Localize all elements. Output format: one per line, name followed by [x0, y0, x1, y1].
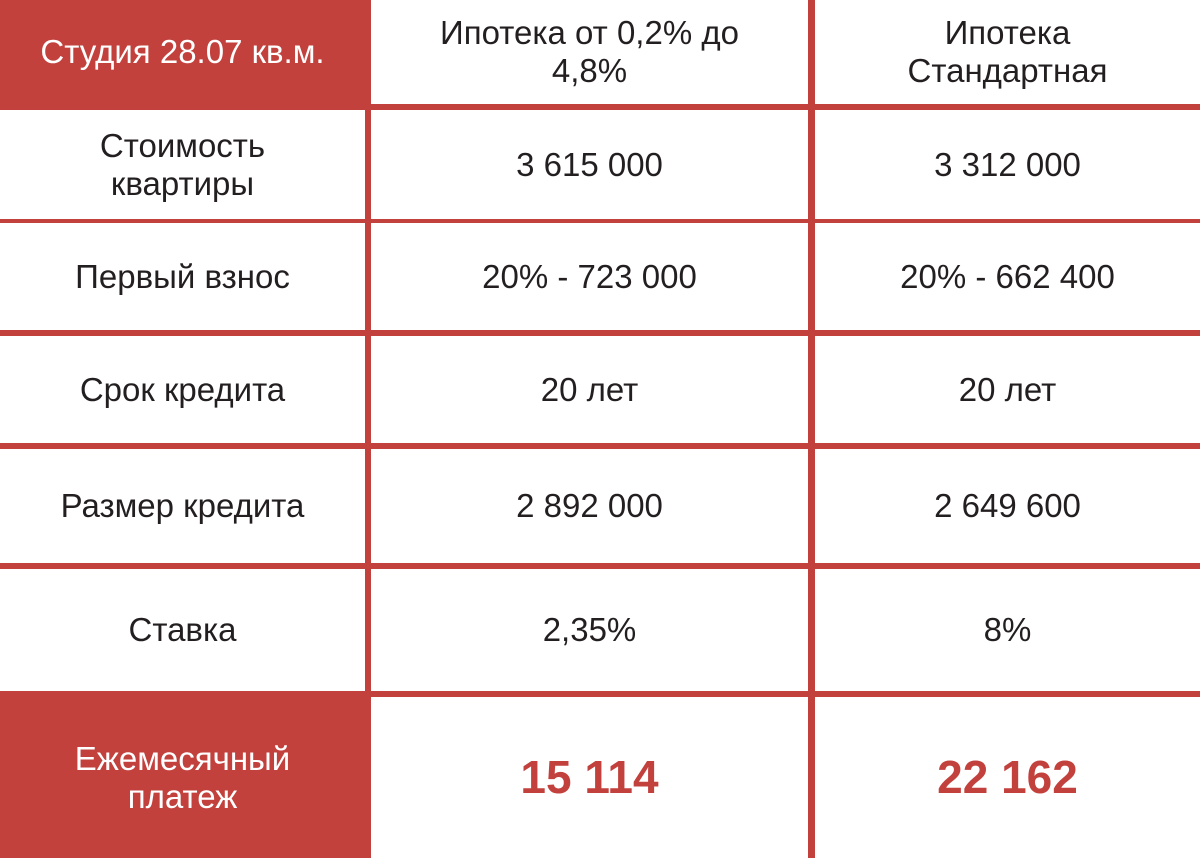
value-cell: 3 615 000: [371, 110, 808, 219]
value-cell: 2 649 600: [815, 449, 1200, 563]
cell-text: 3 615 000: [516, 145, 663, 183]
row-label-cell: Ежемесячный платеж: [0, 697, 365, 858]
value-cell: 20% - 723 000: [371, 223, 808, 330]
cell-text: Студия 28.07 кв.м.: [40, 33, 325, 71]
header-cell: Студия 28.07 кв.м.: [0, 0, 365, 104]
value-cell: 3 312 000: [815, 110, 1200, 219]
cell-text: 20 лет: [958, 370, 1057, 408]
cell-text: 2,35%: [542, 611, 637, 649]
header-cell: Ипотека от 0,2% до 4,8%: [371, 0, 808, 104]
cell-text: 20% - 662 400: [900, 257, 1115, 295]
row-label-cell: Размер кредита: [0, 449, 365, 563]
cell-text: Размер кредита: [60, 487, 305, 525]
cell-text: Ежемесячный платеж: [74, 739, 291, 815]
cell-text: Ипотека от 0,2% до 4,8%: [440, 14, 739, 89]
cell-text: Ипотека Стандартная: [907, 14, 1108, 89]
row-label-cell: Ставка: [0, 569, 365, 691]
cell-text: Ставка: [128, 611, 237, 649]
cell-text: 20% - 723 000: [482, 257, 697, 295]
value-cell: 20% - 662 400: [815, 223, 1200, 330]
value-cell: 8%: [815, 569, 1200, 691]
value-cell: 15 114: [371, 697, 808, 858]
cell-text: 20 лет: [540, 370, 639, 408]
value-cell: 20 лет: [371, 336, 808, 443]
cell-text: 22 162: [937, 751, 1078, 804]
cell-text: Стоимость квартиры: [99, 126, 266, 202]
row-label-cell: Срок кредита: [0, 336, 365, 443]
row-label-cell: Стоимость квартиры: [0, 110, 365, 219]
cell-text: 8%: [983, 611, 1032, 649]
cell-text: 3 312 000: [934, 145, 1081, 183]
value-cell: 2 892 000: [371, 449, 808, 563]
value-cell: 20 лет: [815, 336, 1200, 443]
cell-text: 2 892 000: [516, 487, 663, 525]
cell-text: Первый взнос: [75, 257, 290, 295]
cell-text: 15 114: [520, 751, 659, 804]
cell-text: Срок кредита: [79, 370, 286, 408]
row-label-cell: Первый взнос: [0, 223, 365, 330]
header-cell: Ипотека Стандартная: [815, 0, 1200, 104]
value-cell: 2,35%: [371, 569, 808, 691]
value-cell: 22 162: [815, 697, 1200, 858]
cell-text: 2 649 600: [934, 487, 1081, 525]
